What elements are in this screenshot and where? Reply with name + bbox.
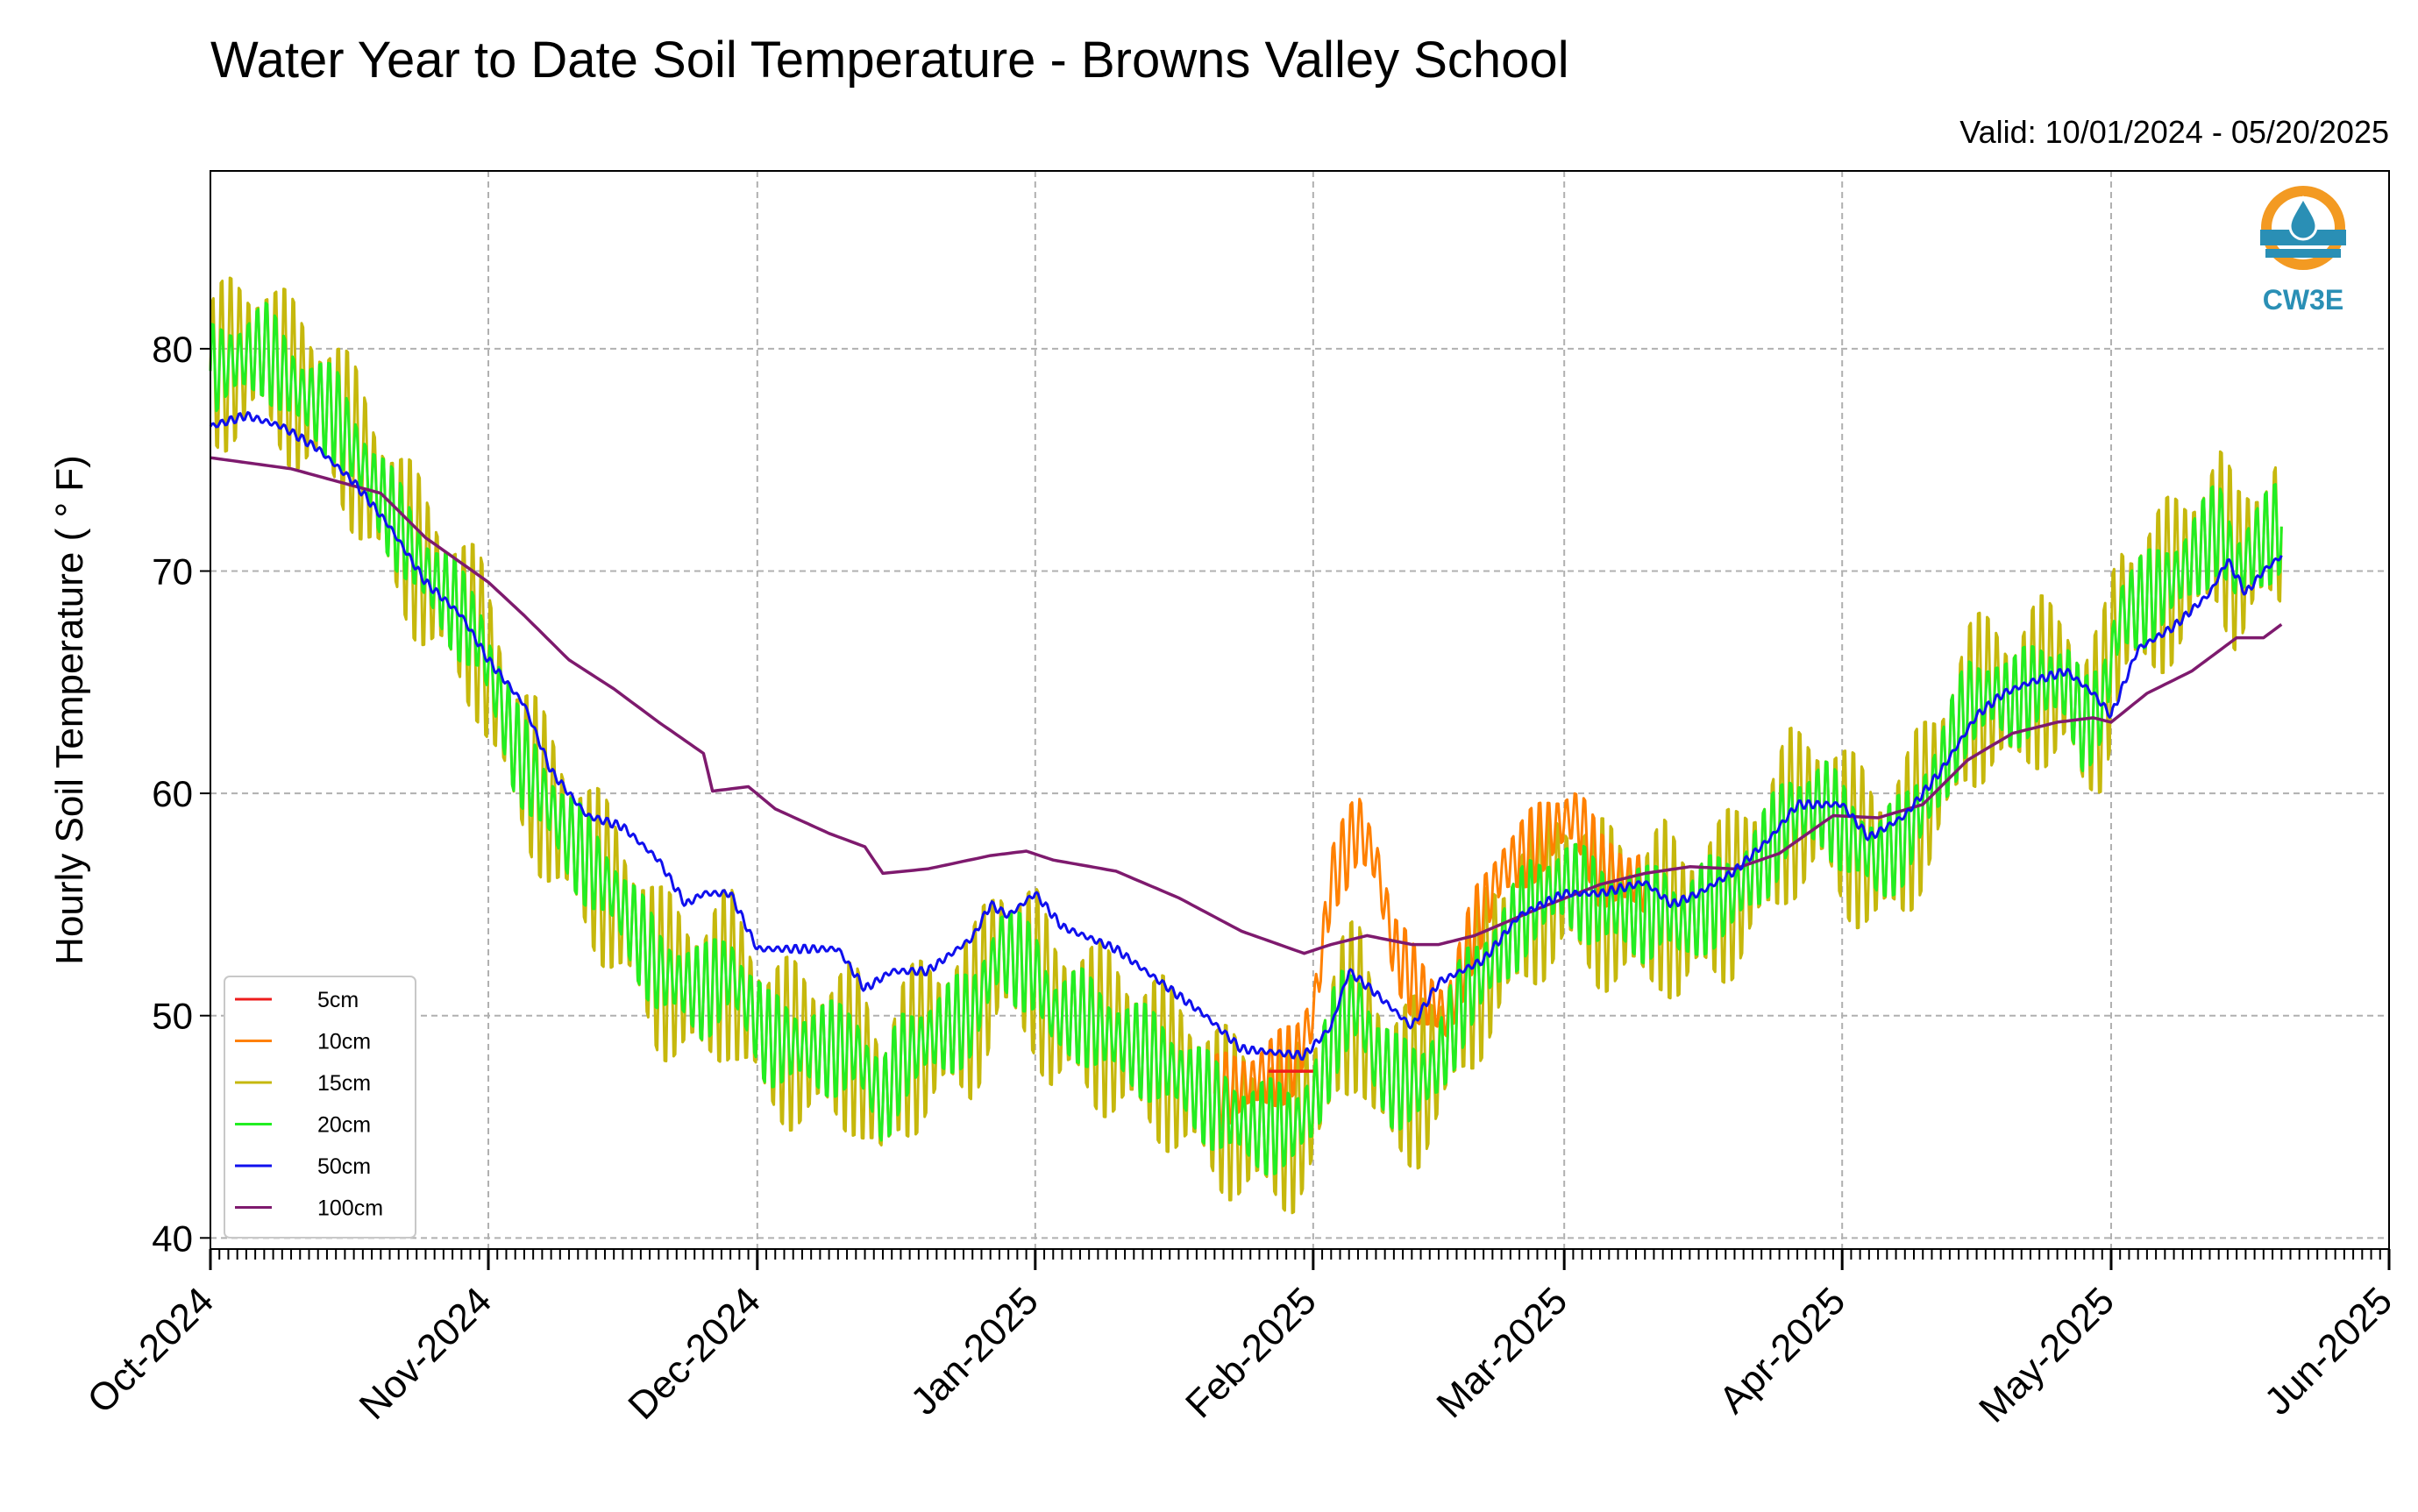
y-tick-label: 70 [152, 550, 193, 592]
y-axis: 40 50 60 70 80 [152, 329, 210, 1259]
y-tick-label: 50 [152, 996, 193, 1037]
chart-title: Water Year to Date Soil Temperature - Br… [210, 32, 1569, 89]
chart-subtitle: Valid: 10/01/2024 - 05/20/2025 [1959, 114, 2389, 150]
series-line-20cm [209, 302, 2283, 1176]
legend-box [224, 976, 416, 1239]
series-lines [209, 276, 2283, 1215]
series-line-100cm [210, 456, 2283, 955]
legend-label-5cm: 5cm [317, 988, 359, 1012]
cw3e-logo: CW3E [2260, 186, 2346, 316]
legend-label-100cm: 100cm [317, 1196, 383, 1221]
water-drop-icon [2288, 195, 2318, 241]
y-tick-label: 60 [152, 773, 193, 814]
logo-text: CW3E [2263, 284, 2343, 316]
legend-label-20cm: 20cm [317, 1113, 371, 1138]
legend: 5cm 10cm 15cm 20cm 50cm 100cm [224, 976, 416, 1239]
legend-label-10cm: 10cm [317, 1030, 371, 1054]
legend-label-15cm: 15cm [317, 1071, 371, 1096]
plot-frame [210, 170, 2390, 1250]
logo-band-2 [2265, 249, 2341, 258]
legend-label-50cm: 50cm [317, 1154, 371, 1179]
y-tick-label: 40 [152, 1217, 193, 1259]
series-line-50cm [209, 411, 2283, 1061]
y-tick-label: 80 [152, 329, 193, 370]
y-axis-label: Hourly Soil Temperature ( ° F) [48, 455, 91, 965]
